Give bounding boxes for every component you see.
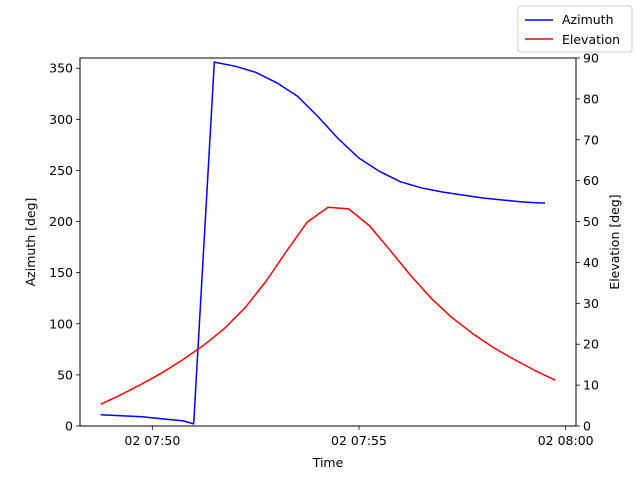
legend-label-azimuth: Azimuth bbox=[562, 12, 614, 27]
left-y-tick-label: 0 bbox=[65, 419, 73, 434]
right-y-tick-label: 0 bbox=[583, 419, 591, 434]
right-y-tick-label: 30 bbox=[583, 296, 599, 311]
legend-label-elevation: Elevation bbox=[562, 32, 620, 47]
legend: Azimuth Elevation bbox=[517, 5, 633, 53]
right-y-tick-label: 40 bbox=[583, 255, 599, 270]
left-y-tick-label: 150 bbox=[49, 265, 73, 280]
legend-box bbox=[517, 5, 633, 53]
left-y-tick-label: 200 bbox=[49, 214, 73, 229]
right-y-tick-label: 10 bbox=[583, 378, 599, 393]
x-tick-label: 02 08:00 bbox=[538, 433, 594, 448]
series-line-elevation bbox=[100, 206, 556, 406]
series-line-azimuth bbox=[100, 61, 546, 425]
right-y-tick-label: 80 bbox=[583, 91, 599, 106]
right-y-axis-label: Elevation [deg] bbox=[607, 194, 622, 289]
right-y-tick-label: 60 bbox=[583, 173, 599, 188]
x-axis-ticks: 02 07:50 02 07:55 02 08:00 bbox=[124, 426, 594, 448]
left-axis-ticks: 0 50 100 150 200 250 300 350 bbox=[49, 61, 80, 434]
left-y-tick-label: 250 bbox=[49, 163, 73, 178]
right-axis-ticks: 0 10 20 30 40 50 60 70 80 90 bbox=[576, 51, 599, 434]
left-y-tick-label: 350 bbox=[49, 61, 73, 76]
series-layer bbox=[100, 61, 556, 425]
left-y-tick-label: 50 bbox=[57, 367, 73, 382]
right-y-tick-label: 70 bbox=[583, 132, 599, 147]
left-y-tick-label: 300 bbox=[49, 112, 73, 127]
right-y-tick-label: 20 bbox=[583, 337, 599, 352]
x-tick-label: 02 07:50 bbox=[124, 433, 180, 448]
left-y-tick-label: 100 bbox=[49, 316, 73, 331]
plot-frame bbox=[79, 57, 577, 427]
x-tick-label: 02 07:55 bbox=[331, 433, 387, 448]
left-y-axis-label: Azimuth [deg] bbox=[23, 198, 38, 287]
right-y-tick-label: 50 bbox=[583, 214, 599, 229]
right-y-tick-label: 90 bbox=[583, 51, 599, 66]
x-axis-label: Time bbox=[312, 455, 344, 470]
